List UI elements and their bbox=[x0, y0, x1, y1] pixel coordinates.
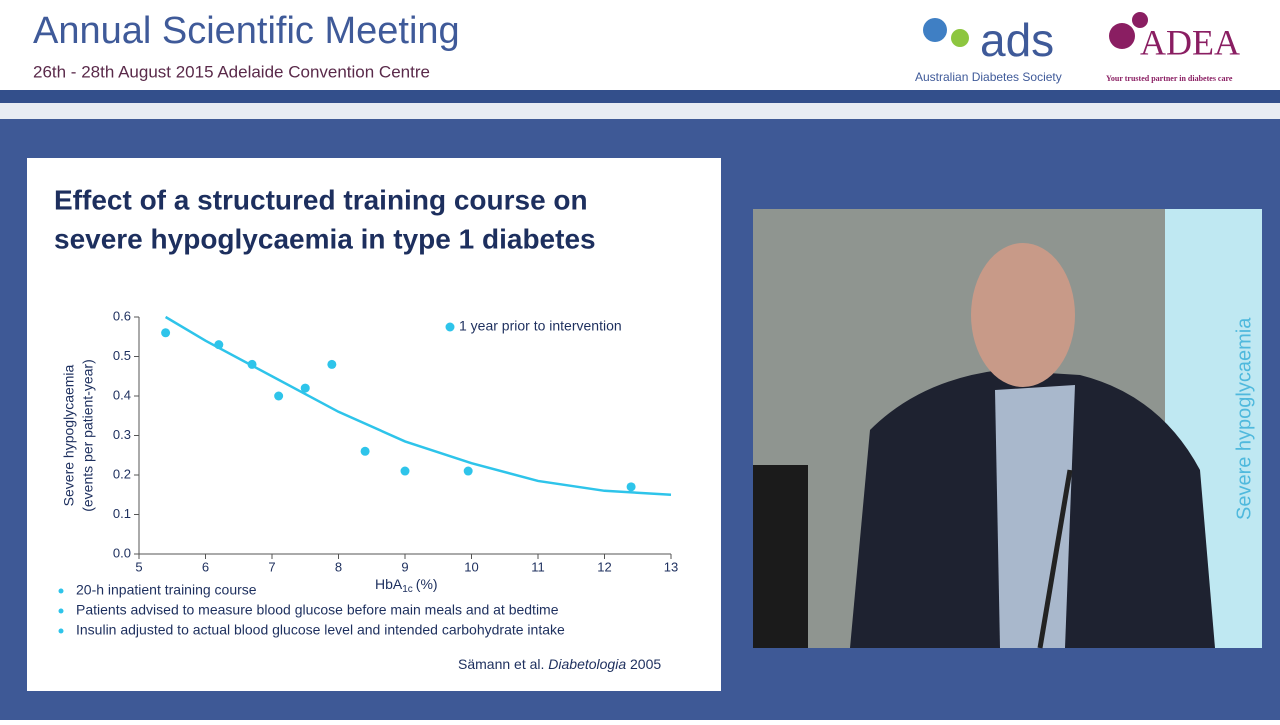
citation-journal: Diabetologia bbox=[548, 656, 626, 672]
microphone bbox=[1037, 469, 1073, 649]
citation-year: 2005 bbox=[630, 656, 661, 672]
x-tick-label: 8 bbox=[335, 559, 342, 574]
ads-caption: Australian Diabetes Society bbox=[915, 70, 1062, 84]
data-point bbox=[327, 359, 337, 369]
x-tick-label: 12 bbox=[597, 559, 611, 574]
data-point bbox=[274, 391, 284, 401]
ads-icon bbox=[923, 18, 947, 42]
y-tick-label: 0.1 bbox=[113, 506, 131, 521]
y-tick-label: 0.2 bbox=[113, 466, 131, 481]
ads-icon bbox=[951, 29, 969, 47]
legend-label: 1 year prior to intervention bbox=[459, 318, 622, 334]
speaker-shirt bbox=[995, 385, 1075, 648]
data-point bbox=[214, 340, 224, 350]
y-axis-label: (events per patient-year) bbox=[80, 359, 96, 512]
y-tick-label: 0.0 bbox=[113, 545, 131, 560]
adea-icon bbox=[1132, 12, 1148, 28]
bullet-list: 20-h inpatient training course Patients a… bbox=[58, 582, 565, 638]
x-axis-label: HbA1c (%) bbox=[375, 576, 438, 595]
bullet-dot bbox=[58, 588, 64, 594]
data-point bbox=[400, 466, 410, 476]
x-tick-label: 5 bbox=[135, 559, 142, 574]
citation-authors: Sämann et al. bbox=[458, 656, 544, 672]
y-tick-label: 0.3 bbox=[113, 427, 131, 442]
citation: Sämann et al. Diabetologia 2005 bbox=[458, 656, 661, 672]
meeting-subtitle: 26th - 28th August 2015 Adelaide Convent… bbox=[33, 62, 430, 81]
data-point bbox=[247, 359, 257, 369]
header-band bbox=[0, 0, 1280, 90]
x-label-unit: (%) bbox=[416, 576, 438, 592]
y-tick-label: 0.6 bbox=[113, 308, 131, 323]
slide-title: Effect of a structured training course o… bbox=[54, 184, 588, 215]
chart: 0.0 0.1 0.2 0.3 0.4 0.5 0.6 5 6 7 8 9 10 11 12 13 Severe… bbox=[61, 308, 679, 594]
adea-logo: ADEA bbox=[1140, 22, 1240, 62]
slide-title: severe hypoglycaemia in type 1 diabetes bbox=[54, 223, 596, 254]
bullet-text: Patients advised to measure blood glucos… bbox=[76, 602, 559, 618]
y-axis-label: Severe hypoglycaemia bbox=[61, 364, 77, 506]
projection-text: Severe hypoglycaemia bbox=[1233, 317, 1255, 520]
speaker-head bbox=[971, 243, 1075, 387]
y-tick-label: 0.4 bbox=[113, 387, 131, 402]
y-tick-label: 0.5 bbox=[113, 348, 131, 363]
data-point bbox=[360, 446, 370, 456]
x-tick-label: 6 bbox=[202, 559, 209, 574]
podium bbox=[753, 465, 808, 648]
fit-curve bbox=[164, 315, 672, 496]
meeting-title: Annual Scientific Meeting bbox=[33, 10, 460, 52]
x-tick-label: 9 bbox=[401, 559, 408, 574]
x-tick-label: 13 bbox=[664, 559, 678, 574]
adea-caption: Your trusted partner in diabetes care bbox=[1106, 74, 1233, 83]
data-point bbox=[463, 466, 473, 476]
data-point bbox=[300, 383, 310, 393]
ads-logo: ads bbox=[980, 14, 1054, 66]
data-point bbox=[626, 482, 636, 492]
x-tick-label: 11 bbox=[531, 559, 545, 574]
x-tick-label: 10 bbox=[464, 559, 478, 574]
x-tick-label: 7 bbox=[268, 559, 275, 574]
header-gap bbox=[0, 103, 1280, 119]
data-point bbox=[161, 328, 171, 338]
slide bbox=[27, 158, 721, 691]
x-label-sub: 1c bbox=[402, 584, 413, 595]
bullet-text: 20-h inpatient training course bbox=[76, 582, 257, 598]
adea-icon bbox=[1109, 23, 1135, 49]
x-label-main: HbA bbox=[375, 576, 403, 592]
bullet-dot bbox=[58, 628, 64, 634]
legend-marker bbox=[445, 322, 455, 332]
bullet-text: Insulin adjusted to actual blood glucose… bbox=[76, 622, 565, 638]
header-stripe bbox=[0, 90, 1280, 103]
bullet-dot bbox=[58, 608, 64, 614]
